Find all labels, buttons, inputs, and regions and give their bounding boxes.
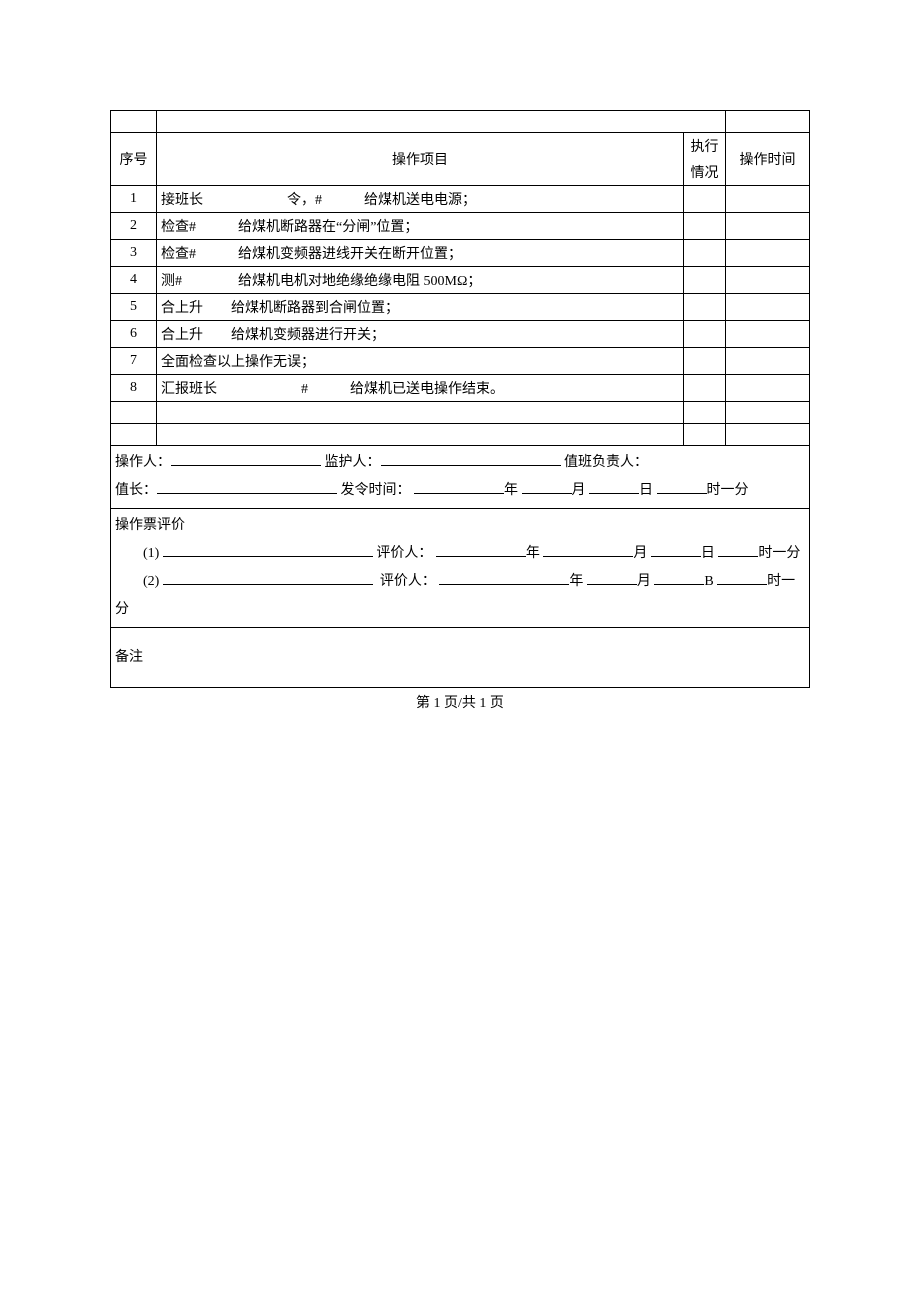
year-label: 年 [504, 483, 518, 498]
hour-min-label: 时一分 [758, 546, 800, 561]
review-1-prefix: (1) [143, 546, 159, 561]
header-row: 序号 操作项目 执行 操作时间 [111, 133, 810, 160]
row-exec [684, 375, 726, 402]
row-exec [684, 240, 726, 267]
row-seq: 3 [111, 240, 157, 267]
operator-label: 操作人： [115, 455, 171, 470]
operation-table: 序号 操作项目 执行 操作时间 情况 1 接班长 令，# 给煤机送电电源； 2 … [110, 110, 810, 688]
review-line-2: (2) 评价人： 年 月 B 时一分 [115, 568, 805, 624]
row-item: 接班长 令，# 给煤机送电电源； [157, 186, 684, 213]
row-exec [684, 267, 726, 294]
row-item: 测# 给煤机电机对地绝缘绝缘电阻 500MΩ； [157, 267, 684, 294]
review-title: 操作票评价 [115, 512, 805, 540]
reviewer-label: 评价人： [376, 546, 432, 561]
month-label: 月 [637, 574, 651, 589]
row-time [726, 294, 810, 321]
duty-head-label: 值班负责人： [564, 455, 648, 470]
table-row: 4 测# 给煤机电机对地绝缘绝缘电阻 500MΩ； [111, 267, 810, 294]
remarks-label: 备注 [115, 650, 143, 665]
signature-line-1: 操作人： 监护人： 值班负责人： [115, 449, 805, 477]
blank-row [111, 402, 810, 424]
page-footer: 第 1 页/共 1 页 [110, 692, 810, 712]
header-time: 操作时间 [726, 133, 810, 186]
remarks-section: 备注 [111, 628, 810, 688]
header-seq: 序号 [111, 133, 157, 186]
row-item: 汇报班长 # 给煤机已送电操作结束。 [157, 375, 684, 402]
table-row: 1 接班长 令，# 给煤机送电电源； [111, 186, 810, 213]
supervisor-label: 监护人： [325, 455, 381, 470]
header-exec-1: 执行 [684, 133, 726, 160]
row-time [726, 375, 810, 402]
row-seq: 4 [111, 267, 157, 294]
month-label: 月 [572, 483, 586, 498]
review-line-1: (1) 评价人： 年 月 日 时一分 [115, 540, 805, 568]
blank-row [111, 424, 810, 446]
row-seq: 2 [111, 213, 157, 240]
b-label: B [704, 574, 713, 589]
header-exec-2: 情况 [684, 159, 726, 186]
review-2-prefix: (2) [143, 574, 159, 589]
duty-chief-label: 值长： [115, 483, 157, 498]
row-exec [684, 321, 726, 348]
day-label: 日 [701, 546, 715, 561]
row-time [726, 240, 810, 267]
year-label: 年 [526, 546, 540, 561]
row-seq: 7 [111, 348, 157, 375]
row-seq: 6 [111, 321, 157, 348]
signature-section: 操作人： 监护人： 值班负责人： 值长： 发令时间： 年 月 日 时一分 [111, 446, 810, 509]
row-seq: 5 [111, 294, 157, 321]
row-time [726, 186, 810, 213]
table-row: 8 汇报班长 # 给煤机已送电操作结束。 [111, 375, 810, 402]
row-time [726, 213, 810, 240]
table-row: 2 检查# 给煤机断路器在“分闸”位置； [111, 213, 810, 240]
hour-min-label: 时一分 [707, 483, 749, 498]
row-item: 检查# 给煤机断路器在“分闸”位置； [157, 213, 684, 240]
day-label: 日 [639, 483, 653, 498]
row-time [726, 267, 810, 294]
row-item: 全面检查以上操作无误； [157, 348, 684, 375]
row-time [726, 348, 810, 375]
year-label: 年 [569, 574, 583, 589]
table-row: 5 合上升 给煤机断路器到合闸位置； [111, 294, 810, 321]
row-time [726, 321, 810, 348]
row-seq: 1 [111, 186, 157, 213]
order-time-label: 发令时间： [341, 483, 411, 498]
table-row: 7 全面检查以上操作无误； [111, 348, 810, 375]
row-item: 合上升 给煤机断路器到合闸位置； [157, 294, 684, 321]
row-exec [684, 213, 726, 240]
table-row: 3 检查# 给煤机变频器进线开关在断开位置； [111, 240, 810, 267]
row-item: 检查# 给煤机变频器进线开关在断开位置； [157, 240, 684, 267]
month-label: 月 [633, 546, 647, 561]
row-exec [684, 348, 726, 375]
reviewer-label: 评价人： [380, 574, 436, 589]
top-blank-row [111, 111, 810, 133]
signature-line-2: 值长： 发令时间： 年 月 日 时一分 [115, 477, 805, 505]
row-seq: 8 [111, 375, 157, 402]
row-exec [684, 294, 726, 321]
review-section: 操作票评价 (1) 评价人： 年 月 日 时一分 (2) 评价人： 年 月 B … [111, 509, 810, 628]
header-item: 操作项目 [157, 133, 684, 186]
table-row: 6 合上升 给煤机变频器进行开关； [111, 321, 810, 348]
row-exec [684, 186, 726, 213]
row-item: 合上升 给煤机变频器进行开关； [157, 321, 684, 348]
